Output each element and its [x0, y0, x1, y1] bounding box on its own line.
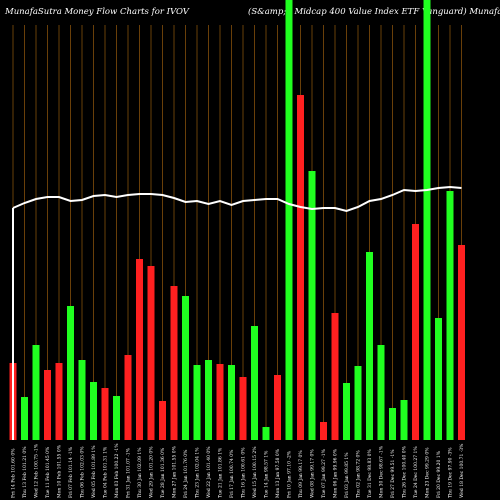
- bar: [90, 382, 97, 440]
- bar: [147, 266, 155, 440]
- bar: [32, 345, 40, 440]
- bar: [308, 171, 316, 440]
- bar: [320, 422, 327, 440]
- bar: [297, 95, 304, 440]
- bar: [159, 401, 166, 440]
- bar: [239, 377, 247, 440]
- x-tick-label: Thu 13 Feb 101.21 0%: [22, 446, 28, 498]
- bar: [377, 345, 385, 440]
- bar: [251, 326, 258, 440]
- bar: [136, 259, 143, 440]
- chart-title: MunafaSutra Money Flow Charts for IVOV: [4, 7, 190, 17]
- bar: [193, 365, 201, 440]
- x-tick-label: Thu 09 Jan 99.17 0%: [298, 450, 304, 498]
- x-tick-label: Mon 23 Dec 99.29 0%: [425, 447, 431, 498]
- x-tick-label: Wed 15 Jan 100.15 2%: [252, 446, 258, 498]
- x-tick-label: Thu 26 Dec 100.40 0%: [402, 445, 408, 498]
- x-tick-label: Thu 06 Feb 102.03 0%: [80, 446, 86, 498]
- x-tick-label: Wed 29 Jan 101.20 0%: [149, 446, 155, 498]
- x-tick-label: Tue 24 Dec 100.27 1%: [413, 446, 419, 498]
- bar: [423, 0, 431, 440]
- x-tick-label: Fri 24 Jan 101.76 0%: [183, 449, 189, 498]
- bar: [205, 360, 212, 440]
- bar: [21, 397, 28, 440]
- bar: [262, 427, 270, 440]
- x-tick-label: Wed 22 Jan 101.40 0%: [206, 446, 212, 498]
- x-tick-label: Mon 27 Jan 101.55 0%: [172, 445, 178, 498]
- bar: [446, 191, 454, 440]
- x-tick-label: Tue 21 Jan 101.86 1%: [218, 447, 224, 498]
- x-tick-label: Wed 12 Feb 100.75 -1%: [34, 443, 40, 498]
- bar: [113, 396, 120, 440]
- bar: [331, 313, 339, 440]
- bar: [412, 224, 419, 440]
- x-tick-label: Fri 14 Feb 101.60 0%: [11, 448, 17, 498]
- bar: [343, 383, 350, 440]
- bar: [228, 365, 235, 440]
- x-tick-label: Tue 28 Jan 101.36 0%: [160, 447, 166, 498]
- bar: [124, 355, 132, 440]
- bar: [285, 0, 293, 440]
- bar: [389, 408, 396, 440]
- bar: [55, 363, 63, 440]
- x-tick-label: Fri 10 Jan 97.10 -2%: [287, 450, 293, 498]
- bar: [458, 245, 465, 440]
- bar: [44, 370, 51, 440]
- x-tick-label: Tue 14 Jan 98.57 1%: [264, 450, 270, 498]
- x-tick-label: Thu 30 Jan 102.09 1%: [137, 447, 143, 498]
- x-tick-label: Mon 03 Feb 100.22 -1%: [114, 443, 120, 498]
- money-flow-line: [12, 185, 462, 213]
- x-tick-label: Thu 23 Jan 102.04 1%: [195, 447, 201, 498]
- x-tick-label: Fri 20 Dec 99.20 1%: [436, 450, 442, 498]
- x-tick-label: Fri 07 Feb 101.14 -1%: [68, 446, 74, 498]
- x-tick-label: Mon 06 Jan 99.96 0%: [333, 448, 339, 498]
- bar: [78, 360, 86, 440]
- bar: [366, 252, 373, 440]
- x-tick-label: Mon 10 Feb 101.55 0%: [57, 444, 63, 498]
- x-tick-label: Mon 13 Jan 97.58 0%: [275, 448, 281, 498]
- bar: [354, 366, 362, 440]
- x-tick-label: Tue 31 Dec 98.83 0%: [367, 448, 373, 498]
- x-tick-label: Tue 07 Jan 99.27 -1%: [321, 448, 327, 498]
- bar: [435, 318, 442, 440]
- x-tick-label: Thu 02 Jan 98.72 0%: [356, 450, 362, 498]
- x-tick-label: Mon 30 Dec 98.67 -1%: [379, 445, 385, 498]
- bar: [170, 286, 178, 440]
- bar: [101, 388, 109, 440]
- chart-subtitle: (S&amp;P Midcap 400 Value Index ETF Vang…: [248, 6, 500, 17]
- bar: [400, 400, 408, 440]
- x-tick-label: Fri 27 Dec 99.51 -1%: [390, 449, 396, 498]
- x-tick-label: Fri 03 Jan 99.85 1%: [344, 452, 350, 498]
- x-tick-label: Fri 31 Jan 101.07 -1%: [126, 447, 132, 498]
- bar: [274, 375, 281, 440]
- bar: [216, 364, 224, 440]
- bar: [67, 306, 74, 440]
- bar: [182, 296, 189, 440]
- x-tick-label: Wed 08 Jan 99.17 0%: [310, 449, 316, 498]
- x-tick-label: Wed 18 Dec 100.71 -3%: [459, 443, 465, 498]
- x-tick-label: Wed 05 Feb 101.89 1%: [91, 445, 97, 498]
- x-tick-label: Thu 16 Jan 100.61 0%: [241, 447, 247, 498]
- x-tick-label: Tue 11 Feb 101.45 0%: [45, 446, 51, 498]
- x-tick-label: Thu 19 Dec 97.90 -3%: [448, 447, 454, 498]
- x-tick-label: Fri 17 Jan 100.74 0%: [229, 449, 235, 498]
- x-tick-label: Tue 04 Feb 101.31 1%: [103, 446, 109, 498]
